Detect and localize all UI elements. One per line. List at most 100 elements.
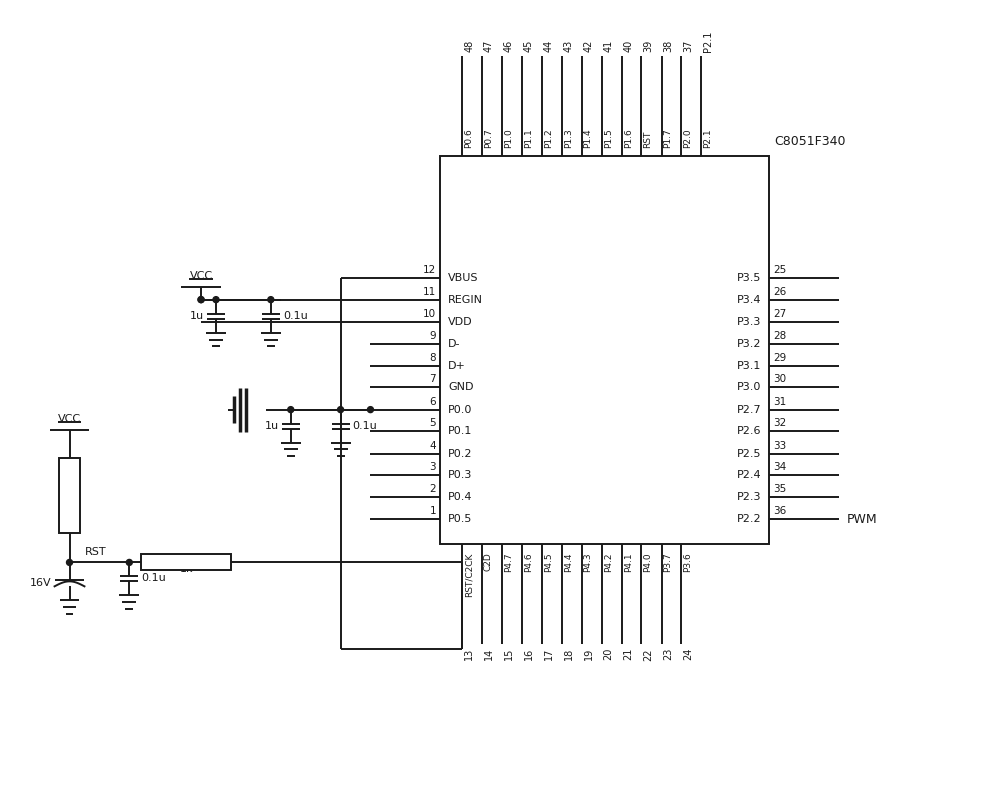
Text: P1.4: P1.4 [584, 128, 593, 148]
Text: 29: 29 [773, 353, 786, 363]
Text: 40: 40 [624, 40, 634, 52]
Text: P3.7: P3.7 [664, 553, 673, 572]
Text: P2.4: P2.4 [736, 471, 761, 480]
Text: 44: 44 [544, 40, 554, 52]
Text: 42: 42 [584, 40, 594, 52]
Text: P0.4: P0.4 [448, 492, 473, 502]
Text: 41: 41 [604, 40, 614, 52]
Text: P4.2: P4.2 [604, 553, 613, 572]
Text: P2.5: P2.5 [737, 448, 761, 459]
Text: 28: 28 [773, 331, 786, 340]
Text: 16V: 16V [30, 578, 52, 588]
Text: P3.6: P3.6 [683, 553, 692, 572]
Bar [141, 554, 231, 570]
Text: VBUS: VBUS [448, 273, 479, 283]
Text: 12: 12 [423, 265, 436, 275]
Text: 0.1u: 0.1u [283, 311, 308, 320]
Text: 16: 16 [524, 648, 534, 661]
Text: RST: RST [84, 548, 106, 557]
Text: P0.5: P0.5 [448, 514, 473, 524]
Text: P2.0: P2.0 [683, 128, 692, 148]
Text: 14: 14 [484, 648, 494, 661]
Text: 22: 22 [643, 648, 653, 661]
Text: P1.6: P1.6 [624, 128, 633, 148]
Text: P4.4: P4.4 [564, 553, 573, 572]
Text: 46: 46 [504, 40, 514, 52]
Circle shape [126, 560, 132, 565]
Text: 6: 6 [430, 397, 436, 406]
Text: P0.6: P0.6 [464, 128, 473, 148]
Text: 5: 5 [430, 418, 436, 429]
Circle shape [198, 297, 204, 303]
Text: 19: 19 [584, 648, 594, 661]
Bar [59, 458, 80, 533]
Text: P4.5: P4.5 [544, 553, 553, 572]
Text: 20: 20 [604, 648, 614, 661]
Text: 1u: 1u [265, 421, 279, 431]
Text: 35: 35 [773, 484, 786, 494]
Text: P2.7: P2.7 [736, 405, 761, 415]
Text: P3.4: P3.4 [737, 295, 761, 304]
Text: 7: 7 [430, 374, 436, 385]
Circle shape [268, 297, 274, 303]
Text: 34: 34 [773, 463, 786, 472]
Bar [440, 156, 769, 545]
Text: 17: 17 [544, 648, 554, 661]
Text: D-: D- [448, 339, 461, 348]
Text: 27: 27 [773, 308, 786, 319]
Text: 33: 33 [773, 440, 786, 451]
Text: P1.5: P1.5 [604, 128, 613, 148]
Text: VCC: VCC [58, 414, 81, 424]
Text: P4.0: P4.0 [643, 553, 652, 572]
Circle shape [338, 406, 344, 413]
Text: 26: 26 [773, 287, 786, 297]
Text: 10: 10 [423, 308, 436, 319]
Text: 43: 43 [564, 40, 574, 52]
Text: P4.6: P4.6 [524, 553, 533, 572]
Text: P2.3: P2.3 [737, 492, 761, 502]
Text: C2D: C2D [484, 553, 493, 571]
Text: VDD: VDD [448, 316, 473, 327]
Text: P0.7: P0.7 [484, 128, 493, 148]
Text: 24: 24 [683, 648, 693, 661]
Text: 31: 31 [773, 397, 786, 406]
Text: P3.3: P3.3 [737, 316, 761, 327]
Text: P4.7: P4.7 [504, 553, 513, 572]
Text: P1.7: P1.7 [664, 128, 673, 148]
Text: 9: 9 [430, 331, 436, 340]
Text: GND: GND [448, 382, 474, 393]
Text: P4.1: P4.1 [624, 553, 633, 572]
Text: REGIN: REGIN [448, 295, 483, 304]
Text: 2: 2 [430, 484, 436, 494]
Text: 32: 32 [773, 418, 786, 429]
Text: 30: 30 [773, 374, 786, 385]
Text: C8051F340: C8051F340 [774, 135, 846, 148]
Text: 15: 15 [504, 648, 514, 661]
Text: P2.2: P2.2 [736, 514, 761, 524]
Circle shape [213, 297, 219, 303]
Text: P3.1: P3.1 [737, 361, 761, 370]
Circle shape [198, 297, 204, 303]
Text: PWM: PWM [847, 513, 877, 525]
Circle shape [288, 406, 294, 413]
Text: P1.2: P1.2 [544, 128, 553, 148]
Text: 3: 3 [430, 463, 436, 472]
Text: 1k: 1k [179, 564, 193, 574]
Text: 1: 1 [430, 506, 436, 516]
Text: 1u: 1u [190, 311, 204, 320]
Circle shape [367, 406, 373, 413]
Text: VCC: VCC [189, 271, 213, 281]
Text: P4.3: P4.3 [584, 553, 593, 572]
Text: 0.1u: 0.1u [353, 421, 377, 431]
Text: D+: D+ [448, 361, 466, 370]
Text: P1.0: P1.0 [504, 128, 513, 148]
Text: P0.2: P0.2 [448, 448, 473, 459]
Text: 48: 48 [464, 40, 474, 52]
Text: 47: 47 [484, 40, 494, 52]
Text: P0.0: P0.0 [448, 405, 473, 415]
Text: 38: 38 [664, 40, 674, 52]
Text: RST: RST [643, 130, 652, 148]
Text: RST/C2CK: RST/C2CK [464, 553, 473, 597]
Text: P3.5: P3.5 [737, 273, 761, 283]
Text: P2.1: P2.1 [703, 31, 713, 52]
